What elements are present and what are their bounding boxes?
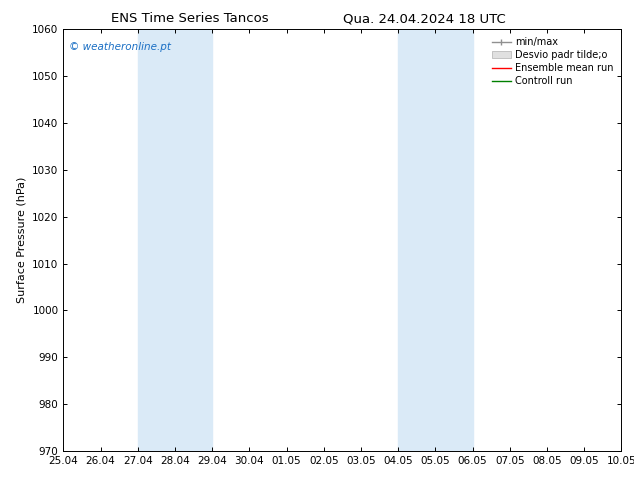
- Text: Qua. 24.04.2024 18 UTC: Qua. 24.04.2024 18 UTC: [344, 12, 506, 25]
- Legend: min/max, Desvio padr tilde;o, Ensemble mean run, Controll run: min/max, Desvio padr tilde;o, Ensemble m…: [489, 34, 616, 89]
- Y-axis label: Surface Pressure (hPa): Surface Pressure (hPa): [16, 177, 27, 303]
- Bar: [398, 29, 472, 451]
- Text: © weatheronline.pt: © weatheronline.pt: [69, 42, 171, 52]
- Text: ENS Time Series Tancos: ENS Time Series Tancos: [112, 12, 269, 25]
- Bar: [138, 29, 212, 451]
